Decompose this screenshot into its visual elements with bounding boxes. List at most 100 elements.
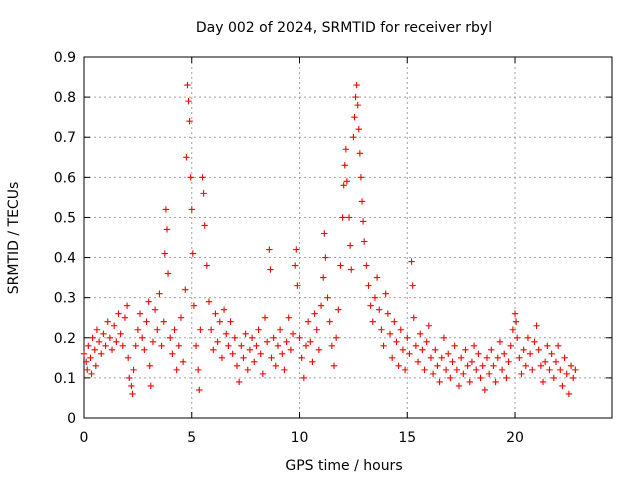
data-point xyxy=(84,366,91,374)
data-point xyxy=(246,346,254,354)
data-point xyxy=(195,366,202,374)
y-tick-label: 0.2 xyxy=(54,331,76,347)
data-point xyxy=(460,370,467,378)
data-point xyxy=(121,314,129,321)
data-point xyxy=(537,362,545,370)
data-point xyxy=(285,314,292,321)
data-point xyxy=(149,338,157,345)
data-point xyxy=(550,374,558,382)
data-point xyxy=(126,374,133,382)
data-point xyxy=(113,338,120,345)
data-point xyxy=(531,338,538,345)
data-point xyxy=(267,266,274,273)
y-axis-label: SRMTID / TECUs xyxy=(6,182,22,295)
data-point xyxy=(498,366,506,374)
data-point xyxy=(154,326,161,333)
data-point xyxy=(292,262,299,269)
data-point xyxy=(315,346,323,354)
data-point xyxy=(238,342,245,349)
data-point xyxy=(408,258,415,265)
data-point xyxy=(143,318,150,325)
data-point xyxy=(353,81,360,89)
data-point xyxy=(227,318,234,325)
data-point xyxy=(357,174,365,181)
data-point xyxy=(146,362,153,370)
data-point xyxy=(134,326,142,333)
data-point xyxy=(501,350,508,358)
data-point xyxy=(212,310,219,317)
data-point xyxy=(341,162,348,169)
data-point xyxy=(559,382,566,390)
plot-frame xyxy=(83,56,613,419)
data-point xyxy=(399,346,407,354)
data-point xyxy=(138,334,146,341)
data-point xyxy=(348,266,355,273)
data-point xyxy=(416,330,424,337)
data-point xyxy=(479,362,486,370)
data-point xyxy=(410,314,417,321)
data-point xyxy=(384,310,392,317)
data-point xyxy=(388,354,396,362)
data-point xyxy=(335,306,342,313)
data-point xyxy=(567,362,575,370)
data-point xyxy=(561,354,568,362)
data-point xyxy=(304,318,312,325)
y-tick-label: 0.9 xyxy=(54,50,76,66)
data-point xyxy=(365,282,372,289)
data-point xyxy=(565,390,573,398)
data-point xyxy=(203,262,211,269)
data-point xyxy=(516,354,523,362)
data-point xyxy=(82,358,90,366)
data-point xyxy=(533,322,540,329)
y-tick-label: 0.3 xyxy=(54,291,76,307)
data-point xyxy=(307,338,314,345)
data-point xyxy=(185,97,192,105)
data-point xyxy=(434,362,441,370)
data-point xyxy=(548,350,555,358)
data-point xyxy=(164,270,172,277)
data-point xyxy=(220,306,228,313)
data-point xyxy=(320,274,327,281)
data-point xyxy=(141,346,148,354)
data-point xyxy=(406,350,413,358)
data-point xyxy=(470,342,478,349)
data-point xyxy=(197,326,204,333)
data-point xyxy=(240,354,247,362)
data-point xyxy=(395,362,402,370)
data-point xyxy=(163,226,171,233)
data-point xyxy=(376,306,383,313)
data-point xyxy=(189,250,197,257)
data-point xyxy=(321,230,328,237)
data-point xyxy=(466,378,473,386)
grid xyxy=(84,57,612,418)
data-point xyxy=(346,242,354,249)
data-point xyxy=(242,330,249,337)
data-point xyxy=(359,218,367,225)
data-point xyxy=(529,366,536,374)
data-point xyxy=(210,346,217,354)
data-point xyxy=(173,366,180,374)
data-point xyxy=(421,366,428,374)
x-tick-label: 5 xyxy=(187,430,196,446)
data-point xyxy=(225,342,232,349)
data-point xyxy=(115,310,122,317)
data-point xyxy=(451,342,458,349)
data-point xyxy=(287,346,295,354)
data-point xyxy=(156,290,163,297)
data-point xyxy=(496,338,504,345)
data-point xyxy=(268,354,275,362)
x-tick-label: 15 xyxy=(398,430,416,446)
data-point xyxy=(311,310,318,317)
data-point xyxy=(358,198,366,205)
data-point xyxy=(507,342,514,349)
y-tick-label: 0 xyxy=(67,411,76,427)
data-point xyxy=(102,342,109,349)
data-point xyxy=(87,354,94,362)
data-point xyxy=(373,274,381,281)
data-point xyxy=(169,350,176,358)
data-point xyxy=(274,342,282,349)
data-point xyxy=(351,113,358,121)
data-point xyxy=(85,342,92,349)
data-point xyxy=(300,374,308,382)
data-point xyxy=(391,318,398,325)
